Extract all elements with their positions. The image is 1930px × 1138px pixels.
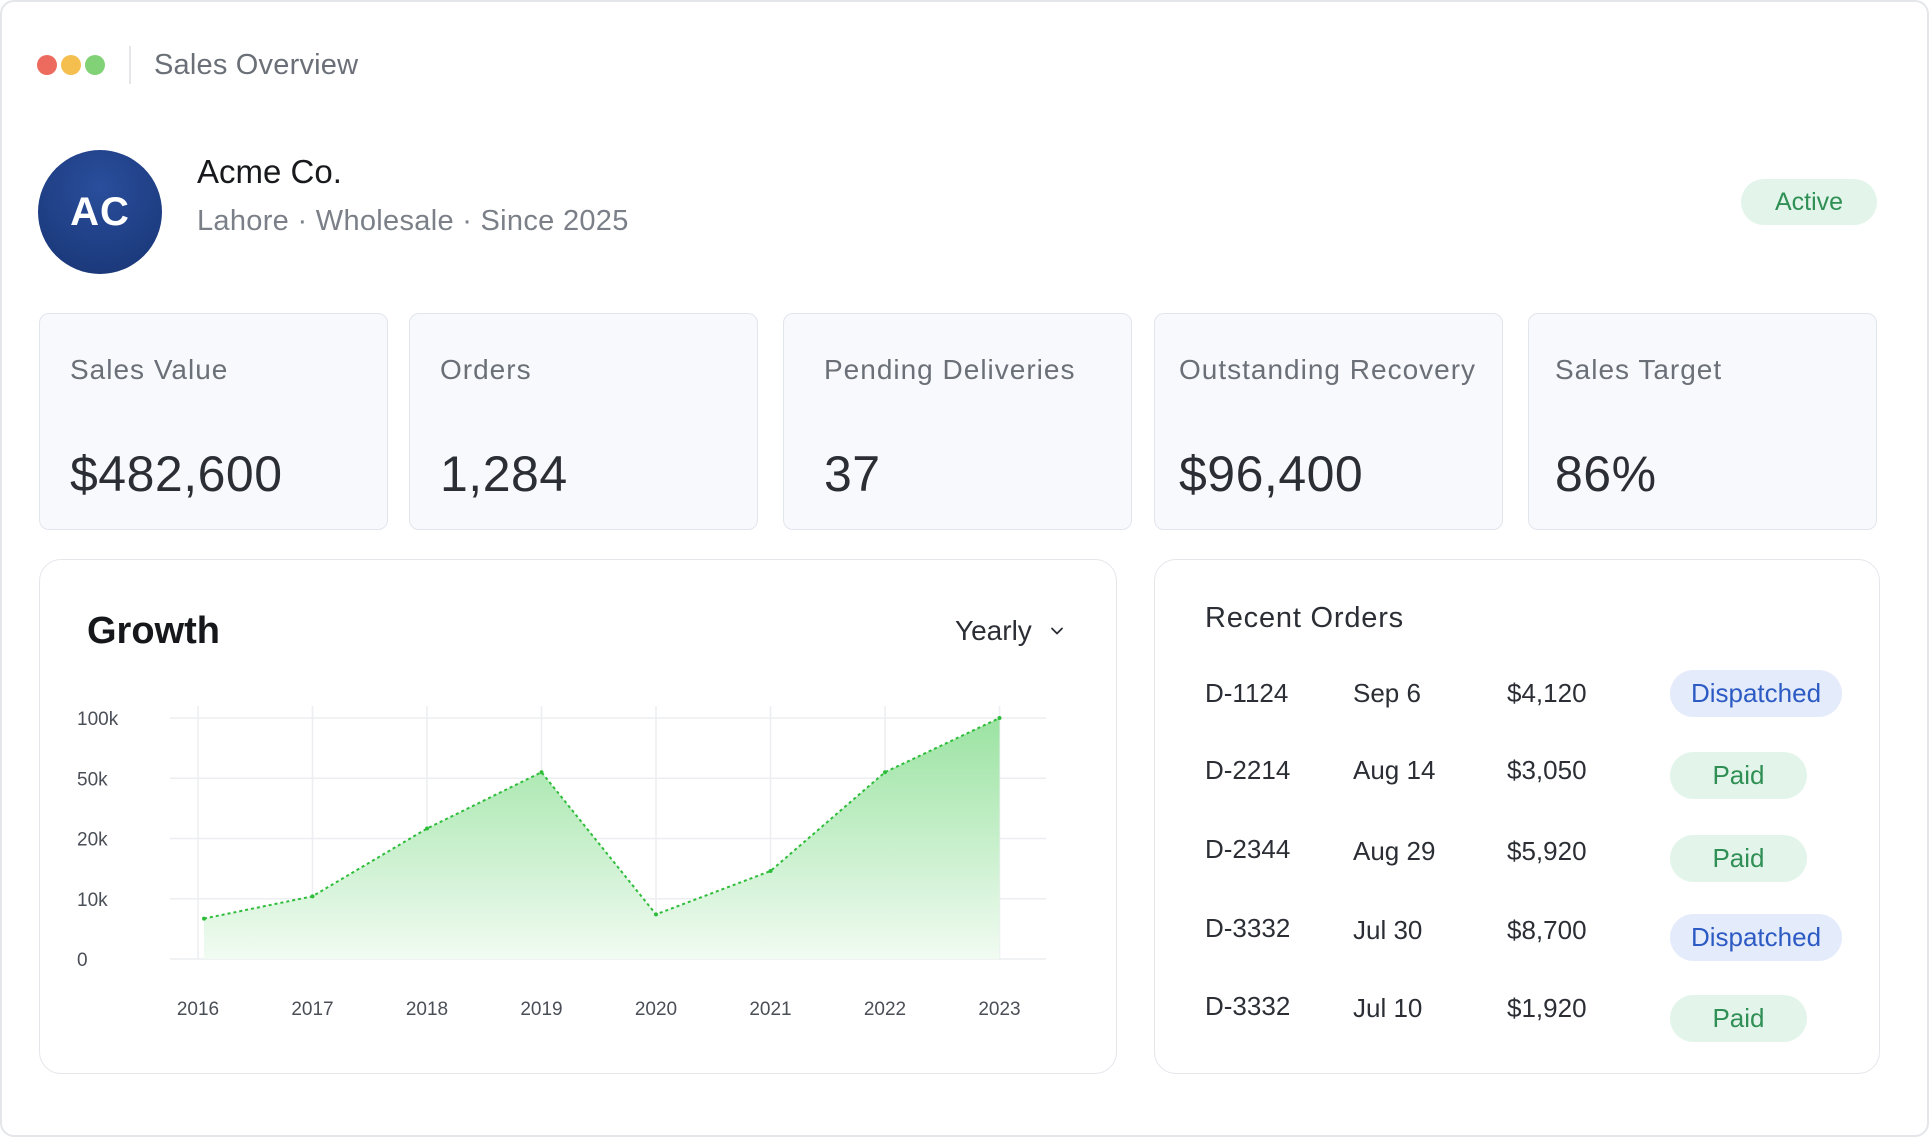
y-tick-label: 50k <box>77 769 108 790</box>
order-id: D-2214 <box>1205 755 1291 785</box>
x-tick-label: 2020 <box>635 999 677 1020</box>
chevron-down-icon <box>1050 627 1063 635</box>
order-row[interactable]: D-2214 Aug 14 $3,050 Paid <box>1155 747 1879 799</box>
order-amount: $4,120 <box>1507 678 1587 708</box>
y-tick-label: 0 <box>77 950 88 971</box>
company-meta: Lahore · Wholesale · Since 2025 <box>197 205 629 237</box>
order-amount: $5,920 <box>1507 836 1587 866</box>
period-dropdown[interactable]: Yearly <box>955 615 1064 647</box>
order-status-badge: Dispatched <box>1670 670 1842 717</box>
status-badge: Active <box>1741 179 1877 225</box>
period-dropdown-value: Yearly <box>955 615 1032 646</box>
stat-label: Orders <box>440 354 532 385</box>
stat-label: Sales Target <box>1555 354 1723 385</box>
order-id: D-3332 <box>1205 991 1291 1021</box>
stat-card-pending-deliveries: Pending Deliveries 37 <box>783 313 1132 530</box>
stat-value: 37 <box>824 446 881 502</box>
data-point-2017[interactable] <box>310 894 315 899</box>
stat-card-outstanding-recovery: Outstanding Recovery $96,400 <box>1154 313 1503 530</box>
stat-value: $96,400 <box>1179 446 1364 502</box>
growth-area <box>204 718 1000 959</box>
stat-value: 1,284 <box>440 446 568 502</box>
avatar-initials: AC <box>70 189 130 234</box>
title-divider <box>129 46 131 84</box>
stat-card-sales-value: Sales Value $482,600 <box>39 313 388 530</box>
minimize-window-button[interactable] <box>61 55 81 75</box>
order-row[interactable]: D-2344 Aug 29 $5,920 Paid <box>1155 826 1879 882</box>
x-tick-label: 2018 <box>406 999 448 1020</box>
data-point-2018[interactable] <box>425 826 429 831</box>
order-date: Jul 10 <box>1353 993 1423 1023</box>
order-status-badge: Paid <box>1670 995 1807 1042</box>
title-bar: Sales Overview <box>2 2 1927 122</box>
order-date: Aug 29 <box>1353 836 1436 866</box>
recent-orders-title: Recent Orders <box>1205 602 1404 634</box>
x-tick-label: 2023 <box>978 999 1020 1020</box>
data-point-2016[interactable] <box>202 916 206 921</box>
y-tick-label: 100k <box>77 709 119 730</box>
x-tick-label: 2022 <box>864 999 906 1020</box>
data-point-2019[interactable] <box>539 770 544 775</box>
order-status-badge: Paid <box>1670 835 1807 882</box>
x-tick-label: 2021 <box>749 999 791 1020</box>
window-title: Sales Overview <box>154 49 359 81</box>
growth-panel: Growth Yearly 100k 50k 20k 10k 0 2016 2017 201… <box>39 559 1117 1074</box>
order-id: D-2344 <box>1205 834 1291 864</box>
order-id: D-1124 <box>1205 678 1289 708</box>
order-status-badge: Dispatched <box>1670 914 1842 961</box>
order-row[interactable]: D-3332 Jul 30 $8,700 Dispatched <box>1155 905 1879 961</box>
order-amount: $1,920 <box>1507 993 1587 1023</box>
order-date: Aug 14 <box>1353 755 1436 785</box>
growth-line <box>203 717 1000 920</box>
stat-value: 86% <box>1555 446 1657 502</box>
x-tick-label: 2016 <box>177 999 219 1020</box>
order-row[interactable]: D-1124 Sep 6 $4,120 Dispatched <box>1155 670 1879 720</box>
company-name: Acme Co. <box>197 153 342 190</box>
order-id: D-3332 <box>1205 913 1291 943</box>
order-amount: $8,700 <box>1507 915 1587 945</box>
stat-card-orders: Orders 1,284 <box>409 313 758 530</box>
avatar: AC <box>38 150 162 274</box>
stat-label: Sales Value <box>70 354 229 385</box>
data-point-2020[interactable] <box>654 912 658 917</box>
data-point-2023[interactable] <box>997 716 1002 720</box>
y-tick-label: 10k <box>77 890 108 911</box>
data-point-2022[interactable] <box>883 770 887 775</box>
stat-value: $482,600 <box>70 446 283 502</box>
maximize-window-button[interactable] <box>85 55 105 75</box>
y-tick-label: 20k <box>77 830 108 851</box>
x-tick-label: 2019 <box>520 999 562 1020</box>
growth-chart: 100k 50k 20k 10k 0 2016 2017 2018 2019 2020 2021 2… <box>77 706 1046 1020</box>
stat-card-sales-target: Sales Target 86% <box>1528 313 1877 530</box>
recent-orders-panel: Recent Orders D-1124 Sep 6 $4,120 Dispat… <box>1154 559 1880 1074</box>
order-amount: $3,050 <box>1507 755 1587 785</box>
order-status-badge: Paid <box>1670 752 1807 799</box>
close-window-button[interactable] <box>37 55 57 75</box>
data-point-2021[interactable] <box>768 869 773 874</box>
order-date: Sep 6 <box>1353 678 1421 708</box>
x-tick-label: 2017 <box>291 999 333 1020</box>
stat-label: Pending Deliveries <box>824 354 1076 385</box>
growth-title: Growth <box>87 610 220 652</box>
stat-label: Outstanding Recovery <box>1179 354 1477 385</box>
order-date: Jul 30 <box>1353 915 1423 945</box>
order-row[interactable]: D-3332 Jul 10 $1,920 Paid <box>1155 983 1879 1042</box>
